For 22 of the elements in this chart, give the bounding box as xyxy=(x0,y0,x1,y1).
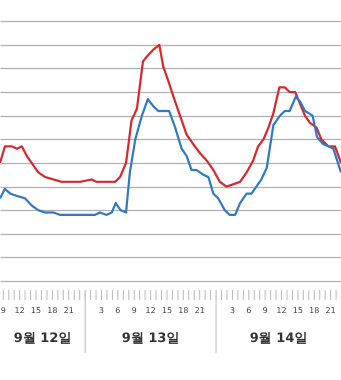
text: 9월 14일 xyxy=(250,331,308,346)
x-tick-label: 12 xyxy=(145,306,156,315)
text: 9월 12일 xyxy=(14,331,72,346)
x-tick-label: 15 xyxy=(162,306,172,315)
x-tick-label: 15 xyxy=(30,306,42,315)
text: 9월 13일 xyxy=(122,331,180,346)
x-tick-label: 18 xyxy=(309,306,320,315)
x-tick-label: 15 xyxy=(292,306,303,315)
x-tick-label: 21 xyxy=(194,306,205,315)
x-tick-label: 6 xyxy=(246,306,252,315)
x-tick-label: 18 xyxy=(47,306,58,315)
x-tick-label: 9 xyxy=(262,306,268,315)
x-tick-label: 12 xyxy=(14,306,25,315)
x-tick-label: 9 xyxy=(132,306,137,315)
x-tick-label: 21 xyxy=(326,306,336,315)
x-tick-label: 12 xyxy=(276,306,287,315)
x-tick-label: 21 xyxy=(64,306,74,315)
x-tick-label: 3 xyxy=(230,306,235,315)
x-tick-label: 3 xyxy=(98,306,104,315)
x-tick-label: 6 xyxy=(115,306,120,315)
x-tick-label: 9 xyxy=(0,306,6,315)
x-tick-label: 18 xyxy=(178,306,188,315)
